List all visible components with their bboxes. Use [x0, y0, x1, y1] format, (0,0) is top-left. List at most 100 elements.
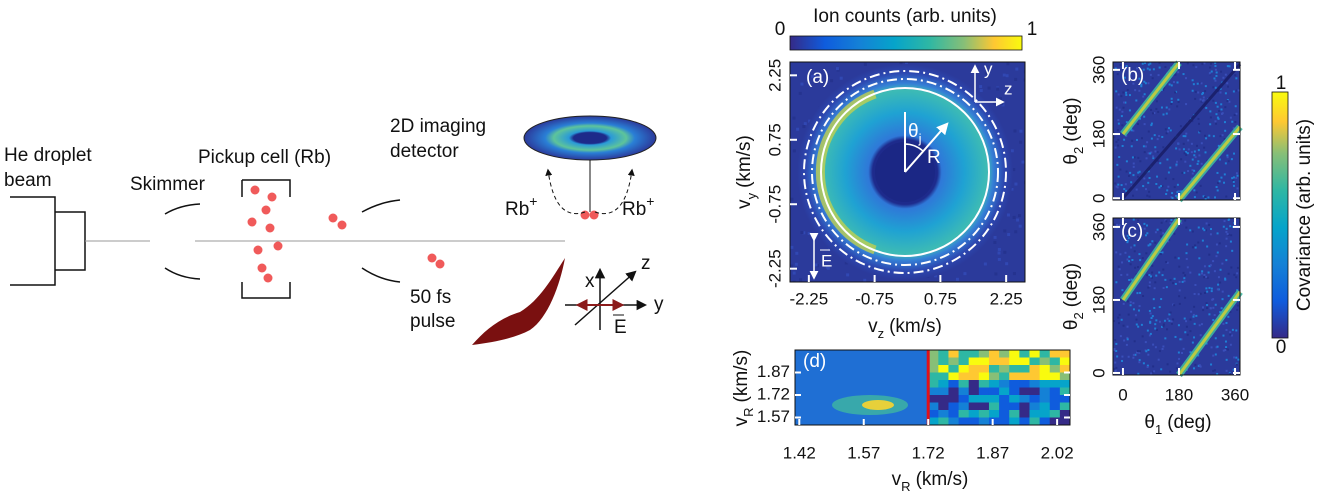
- noise: [1015, 67, 1019, 71]
- noise: [1183, 152, 1186, 155]
- noise: [1019, 140, 1023, 144]
- cell: [999, 410, 1010, 418]
- noise: [1224, 340, 1227, 343]
- noise: [1201, 306, 1204, 309]
- cell: [988, 380, 1000, 388]
- noise: [1118, 224, 1121, 227]
- noise: [1158, 350, 1161, 353]
- noise: [846, 273, 850, 277]
- noise: [1150, 372, 1153, 375]
- noise: [1160, 298, 1163, 301]
- limit-circle: [803, 70, 1007, 274]
- noise: [1235, 112, 1238, 115]
- cell: [938, 365, 949, 373]
- noise: [1014, 230, 1018, 234]
- noise: [1126, 273, 1129, 276]
- noise: [1163, 319, 1166, 322]
- cell: [1039, 410, 1051, 418]
- noise: [1173, 81, 1176, 84]
- label-symbol: θ: [1061, 154, 1082, 165]
- noise: [1153, 112, 1156, 115]
- noise: [1146, 67, 1149, 70]
- noise: [1216, 372, 1219, 375]
- noise: [1147, 181, 1150, 184]
- noise: [1135, 323, 1138, 326]
- noise: [1194, 283, 1197, 286]
- noise: [1134, 89, 1137, 92]
- noise: [1135, 351, 1138, 354]
- cell: [938, 410, 949, 418]
- noise: [1212, 306, 1215, 309]
- cell: [928, 387, 939, 396]
- noise: [1184, 77, 1187, 80]
- noise: [1116, 186, 1119, 189]
- y-tick-label: -0.75: [765, 185, 784, 224]
- noise: [1130, 278, 1133, 281]
- noise: [1151, 264, 1154, 267]
- noise: [1142, 294, 1145, 297]
- cell: [938, 357, 949, 366]
- noise: [1173, 277, 1176, 280]
- noise: [1136, 122, 1139, 125]
- cell: [948, 365, 960, 373]
- noise: [1141, 257, 1144, 260]
- noise: [1131, 258, 1134, 261]
- noise: [1161, 274, 1164, 277]
- noise: [1129, 263, 1132, 266]
- noise: [1018, 224, 1022, 228]
- noise: [1212, 86, 1215, 89]
- noise: [1219, 311, 1222, 314]
- noise: [1175, 160, 1178, 163]
- noise: [1175, 367, 1178, 370]
- noise: [1123, 138, 1126, 141]
- noise: [1190, 151, 1193, 154]
- noise: [1013, 129, 1017, 133]
- noise: [1220, 307, 1223, 310]
- noise: [1150, 108, 1153, 111]
- noise: [830, 79, 834, 83]
- noise: [1161, 135, 1164, 138]
- y-axis-label: θ2 (deg): [1061, 263, 1086, 330]
- noise: [1158, 320, 1161, 323]
- noise: [1126, 338, 1129, 341]
- noise: [1143, 222, 1146, 225]
- noise: [1180, 158, 1183, 161]
- noise: [1214, 120, 1217, 123]
- noise: [1235, 77, 1238, 80]
- noise: [1165, 220, 1168, 223]
- noise: [1190, 177, 1193, 180]
- noise: [1148, 285, 1151, 288]
- cell: [1009, 380, 1020, 388]
- y-tick-label: 2.25: [765, 59, 784, 92]
- noise: [1143, 115, 1146, 118]
- noise: [1213, 314, 1216, 317]
- noise: [796, 127, 800, 131]
- noise: [1229, 343, 1232, 346]
- noise: [1191, 158, 1194, 161]
- frame-z-label: z: [1004, 79, 1013, 98]
- noise: [1236, 174, 1239, 177]
- noise: [1133, 156, 1136, 159]
- noise: [1147, 353, 1150, 356]
- noise: [1214, 64, 1217, 67]
- noise: [808, 119, 812, 123]
- noise: [1200, 142, 1203, 145]
- noise: [1116, 163, 1119, 166]
- noise: [1126, 234, 1129, 237]
- noise: [1197, 149, 1200, 152]
- noise: [1194, 90, 1197, 93]
- noise: [1186, 243, 1189, 246]
- cell: [958, 387, 970, 396]
- noise: [1144, 234, 1147, 237]
- noise: [1194, 246, 1197, 249]
- noise: [1142, 185, 1145, 188]
- cell: [978, 395, 990, 403]
- noise: [1152, 157, 1155, 160]
- second-skimmer: [361, 199, 401, 283]
- noise: [1178, 148, 1181, 151]
- cell: [938, 417, 949, 426]
- noise: [1210, 346, 1213, 349]
- noise: [1172, 178, 1175, 181]
- noise: [1185, 132, 1188, 135]
- noise: [1115, 342, 1118, 345]
